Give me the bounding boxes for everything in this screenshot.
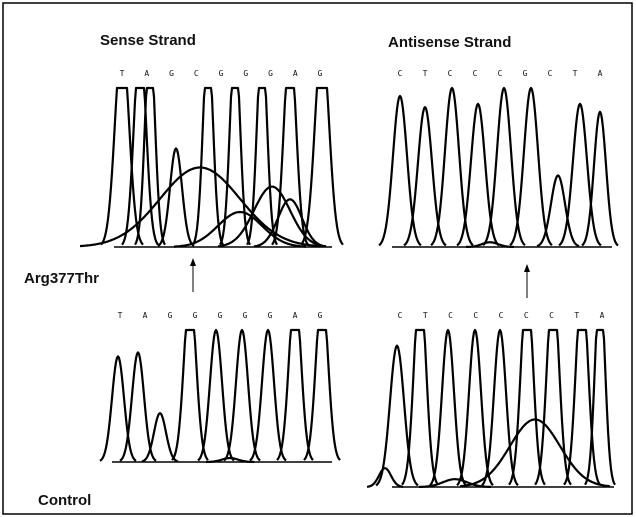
base-call: G [523,69,528,78]
base-call: C [473,311,478,320]
trace-peak [559,104,601,246]
base-call: G [193,311,198,320]
trace-peak [510,88,552,245]
base-call: G [219,69,224,78]
base-call: G [318,69,323,78]
trace-peak [198,330,234,461]
mutant-label: Arg377Thr [24,270,99,287]
base-call: T [120,69,125,78]
trace-peak [101,88,143,245]
base-call: T [573,69,578,78]
trace-peak [483,88,525,245]
trace-peak [582,112,618,246]
base-call: C [498,69,503,78]
trace-peak [301,88,343,245]
trace-peak [224,330,260,461]
base-call: C [194,69,199,78]
trace-peak [254,199,326,246]
trace-peak [457,104,499,246]
trace-peak [277,330,313,460]
base-call: G [168,311,173,320]
base-call: T [118,311,123,320]
base-call: A [600,311,605,320]
arrow [190,258,196,292]
trace-peak [193,88,223,245]
trace-peak [247,88,277,245]
base-call: T [423,311,428,320]
base-call: A [293,311,298,320]
base-call: G [318,311,323,320]
base-call: G [268,69,273,78]
trace-peak [304,330,340,460]
base-call: C [549,311,554,320]
antisense-label: Antisense Strand [388,34,511,51]
trace-peak [535,330,571,485]
base-call: C [448,69,453,78]
base-call: G [243,69,248,78]
trace-peak [509,330,545,485]
base-call: C [499,311,504,320]
trace-peak [220,88,250,245]
base-call: G [169,69,174,78]
base-call: A [144,69,149,78]
base-call: A [143,311,148,320]
base-call: G [243,311,248,320]
trace-peak [158,148,194,246]
base-call: C [398,69,403,78]
trace-peak [404,107,446,245]
base-call: G [268,311,273,320]
base-call: T [423,69,428,78]
base-call: C [524,311,529,320]
base-call: C [548,69,553,78]
base-call: A [598,69,603,78]
control-label: Control [38,492,91,509]
base-call: T [574,311,579,320]
figure: Sense Strand Antisense Strand Arg377Thr … [0,0,636,517]
trace-peak [250,330,286,461]
base-call: C [398,311,403,320]
base-call: A [293,69,298,78]
trace-peak [367,468,403,487]
sense-label: Sense Strand [100,32,196,49]
trace-peak [172,330,208,460]
trace-peak [430,330,466,485]
trace-peak [379,96,421,245]
base-call: C [473,69,478,78]
trace-peak [402,330,438,485]
arrow [524,264,530,298]
base-call: G [218,311,223,320]
base-call: C [448,311,453,320]
